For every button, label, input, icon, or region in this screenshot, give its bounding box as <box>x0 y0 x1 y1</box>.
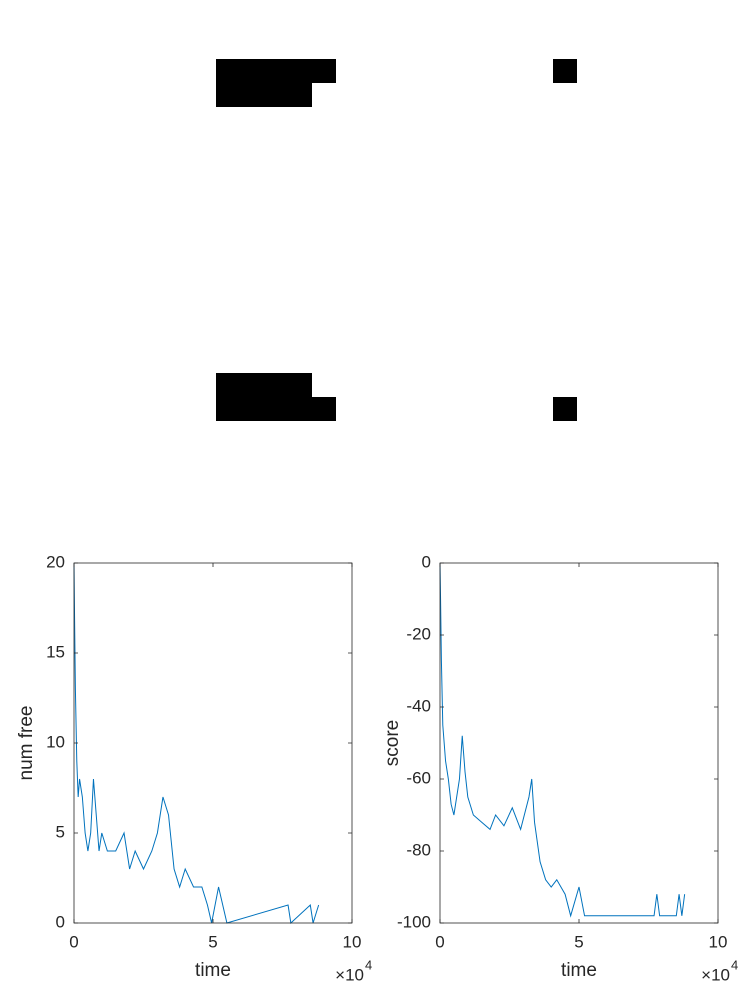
x-tick-label: 5 <box>574 932 583 951</box>
x-scale-base: ×10 <box>701 965 730 984</box>
block <box>216 397 336 421</box>
block <box>216 59 336 83</box>
y-tick-label: 15 <box>46 642 65 661</box>
block <box>216 83 312 107</box>
y-tick-label: 0 <box>56 912 65 931</box>
grid-images <box>216 59 577 421</box>
block <box>216 373 312 397</box>
y-tick-label: 5 <box>56 822 65 841</box>
x-tick-label: 5 <box>208 932 217 951</box>
x-axis-label: time <box>195 960 231 981</box>
y-axis-label: num free <box>16 706 37 781</box>
y-tick-label: -100 <box>397 912 431 931</box>
y-axis-label: score <box>382 720 403 766</box>
y-tick-label: 10 <box>46 732 65 751</box>
x-scale-base: ×10 <box>335 965 364 984</box>
data-line <box>439 562 686 918</box>
data-line <box>73 562 320 925</box>
y-tick-label: -80 <box>406 840 431 859</box>
x-axis-label: time <box>561 960 597 981</box>
x-tick-label: 10 <box>343 932 362 951</box>
x-tick-label: 0 <box>435 932 444 951</box>
y-tick-label: 20 <box>46 552 65 571</box>
y-tick-label: -20 <box>406 624 431 643</box>
x-tick-label: 10 <box>709 932 728 951</box>
block <box>553 397 577 421</box>
y-tick-label: 0 <box>422 552 431 571</box>
x-scale-exponent: 4 <box>365 957 372 972</box>
x-tick-label: 0 <box>69 932 78 951</box>
y-tick-label: -60 <box>406 768 431 787</box>
y-tick-label: -40 <box>406 696 431 715</box>
block <box>553 59 577 83</box>
x-scale-exponent: 4 <box>731 957 738 972</box>
